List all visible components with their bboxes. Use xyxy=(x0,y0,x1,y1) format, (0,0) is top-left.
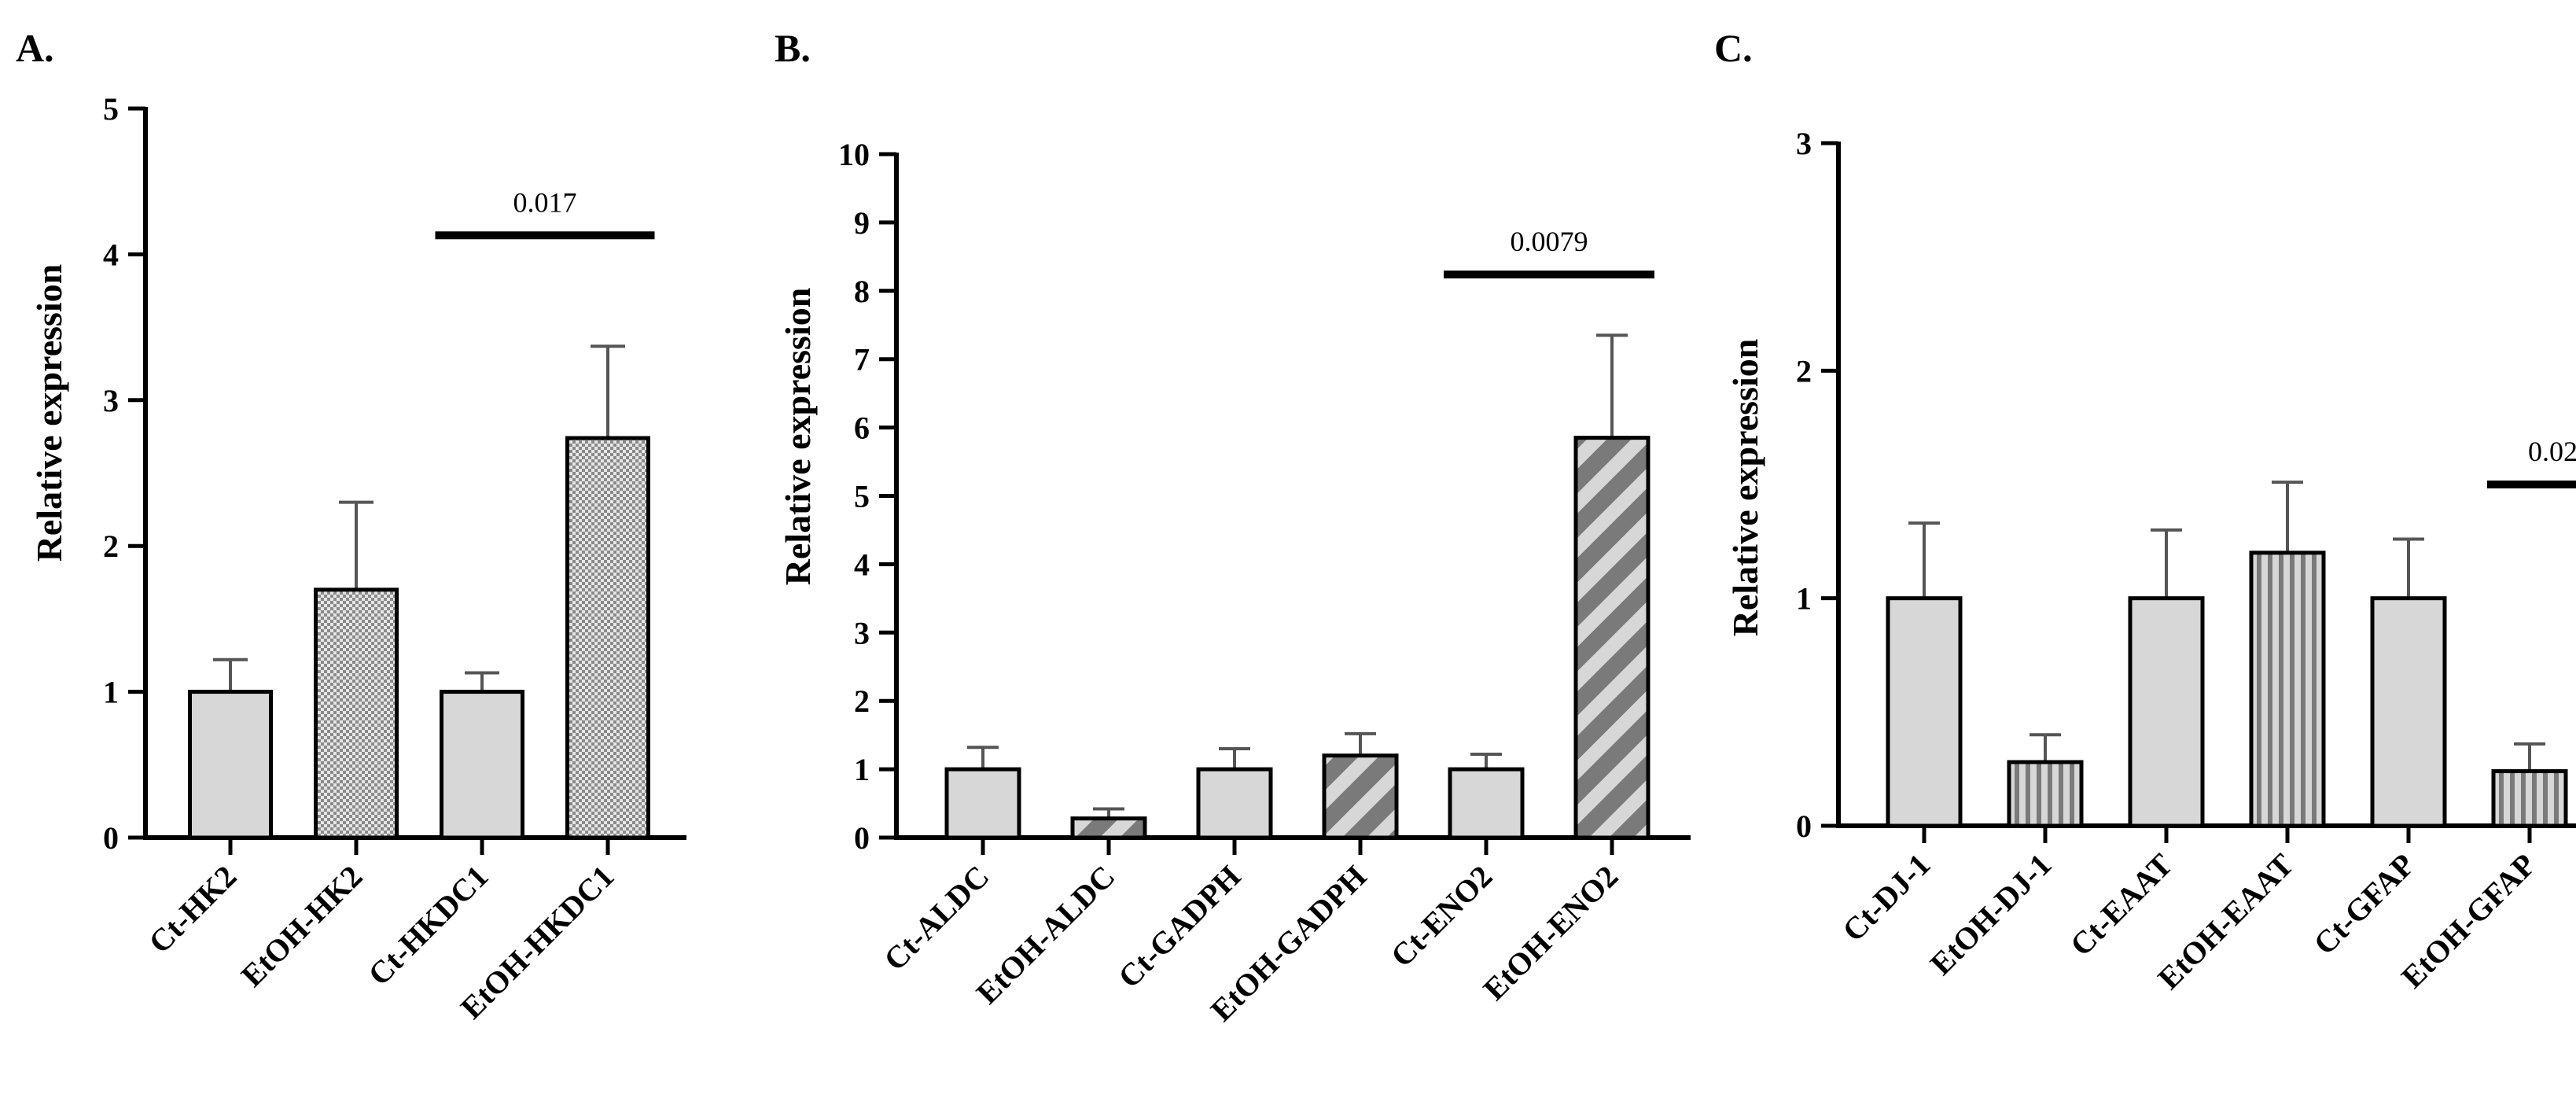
panel-a: A. Relative expression 0 1 2 3 4 5 Ct-HK2EtOH-… xyxy=(16,26,686,1026)
y-tick-label: 0 xyxy=(854,820,870,856)
x-tick-label: Ct-EAAT xyxy=(2063,846,2180,963)
y-axis-label: Relative expression xyxy=(1725,339,1765,637)
y-tick-label: 4 xyxy=(103,237,119,272)
bar-ct-gadph xyxy=(1196,767,1273,840)
bar-ct-aldc xyxy=(944,767,1021,840)
y-tick-label: 3 xyxy=(854,615,870,650)
x-tick-label: EtOH-DJ-1 xyxy=(1923,847,2059,982)
bar-etoh-gadph xyxy=(1322,753,1399,840)
y-axis-label: Relative expression xyxy=(778,288,818,586)
bar-ct-eaat xyxy=(2128,596,2205,828)
panel-b: B. Relative expression 0 1 2 3 4 5 6 7 8 9 10 Ct-AL… xyxy=(775,26,1691,1028)
bar-ct-hk2 xyxy=(188,690,273,840)
x-tick-label: Ct-DJ-1 xyxy=(1835,847,1937,948)
panel-label: B. xyxy=(775,26,811,70)
y-tick-label: 0 xyxy=(103,820,119,856)
y-tick-label: 6 xyxy=(854,411,870,446)
bar-ct-hkdc1 xyxy=(440,690,524,840)
y-tick-label: 2 xyxy=(103,529,119,564)
x-tick-label: Ct-ENO2 xyxy=(1384,859,1500,974)
bar-etoh-eno2 xyxy=(1573,436,1650,840)
p-value-label: 0.0079 xyxy=(1511,226,1588,257)
bar-ct-gfap xyxy=(2370,596,2447,828)
y-axis-label: Relative expression xyxy=(29,264,69,562)
bar-ct-dj-1 xyxy=(1886,596,1963,828)
bar-ct-eno2 xyxy=(1448,767,1525,840)
panel-c: C. Relative expression 0 1 2 3 Ct-DJ-1EtOH-D… xyxy=(1714,26,2576,996)
y-tick-label: 1 xyxy=(1796,581,1812,617)
bar-etoh-hkdc1 xyxy=(565,436,650,840)
x-tick-label: EtOH-HK2 xyxy=(234,859,370,994)
bar-etoh-aldc xyxy=(1070,816,1147,840)
y-tick-label: 9 xyxy=(854,205,870,241)
y-tick-label: 2 xyxy=(1796,353,1812,389)
bar-etoh-eaat xyxy=(2249,551,2326,828)
y-tick-label: 4 xyxy=(854,547,870,582)
x-tick-label: Ct-GFAP xyxy=(2306,847,2421,962)
y-tick-label: 10 xyxy=(838,137,870,172)
y-tick-label: 7 xyxy=(854,342,870,378)
x-tick-label: EtOH-ENO2 xyxy=(1476,859,1625,1007)
y-tick-label: 1 xyxy=(103,675,119,710)
panel-label: C. xyxy=(1714,26,1753,70)
y-tick-label: 0 xyxy=(1796,808,1812,844)
bar-etoh-hk2 xyxy=(314,587,399,840)
bar-etoh-gfap xyxy=(2491,769,2568,828)
y-tick-label: 3 xyxy=(103,383,119,418)
p-value-label: 0.026 xyxy=(2528,436,2576,467)
y-tick-label: 8 xyxy=(854,274,870,309)
y-tick-label: 1 xyxy=(854,752,870,787)
y-tick-label: 5 xyxy=(103,91,119,127)
x-tick-label: Ct-HKDC1 xyxy=(361,859,495,993)
y-tick-label: 2 xyxy=(854,683,870,719)
x-tick-label: Ct-ALDC xyxy=(877,859,995,978)
x-tick-label: Ct-GADPH xyxy=(1111,859,1247,995)
bar-etoh-dj-1 xyxy=(2007,760,2084,828)
y-tick-label: 5 xyxy=(854,479,870,514)
y-tick-label: 3 xyxy=(1796,126,1812,161)
p-value-label: 0.017 xyxy=(513,186,577,218)
x-tick-label: Ct-HK2 xyxy=(142,859,243,960)
panel-label: A. xyxy=(16,26,54,70)
